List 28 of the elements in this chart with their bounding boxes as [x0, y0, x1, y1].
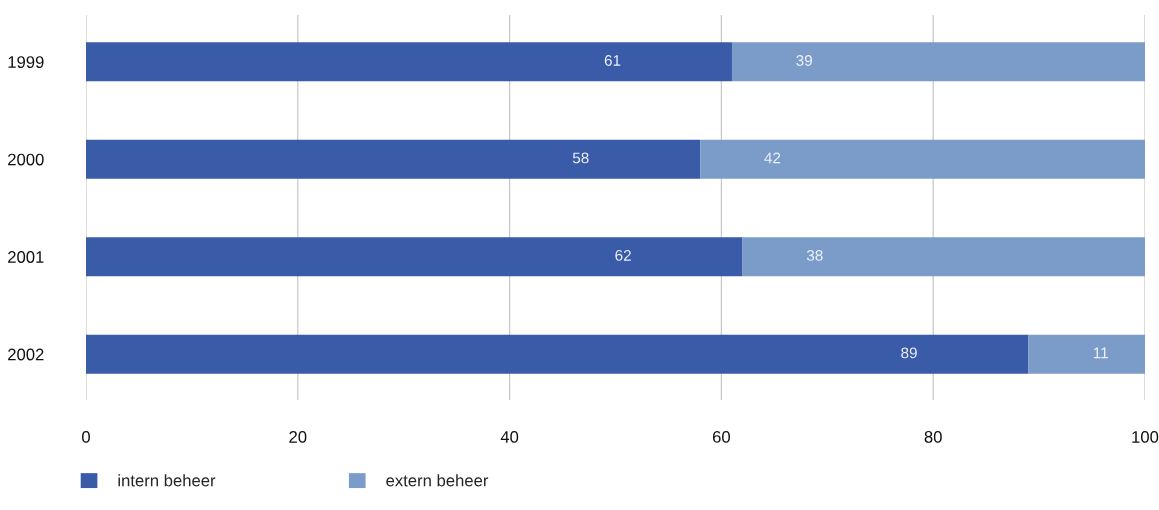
x-tick-label: 80 — [924, 430, 942, 443]
data-label: 58 — [572, 152, 589, 164]
legend-label: intern beheer — [118, 474, 216, 487]
data-label: 62 — [615, 250, 631, 261]
bar — [86, 237, 743, 277]
legend-label: extern beheer — [386, 474, 489, 487]
x-tick-label: 40 — [500, 430, 519, 443]
data-label: 42 — [764, 152, 781, 164]
bar — [731, 42, 1145, 82]
x-tick-label: 0 — [82, 430, 90, 443]
bar — [1028, 334, 1145, 374]
x-tick-label: 100 — [1132, 430, 1159, 443]
bar — [700, 139, 1145, 179]
bar — [742, 237, 1145, 277]
data-label: 89 — [901, 347, 917, 359]
x-tick-label: 20 — [289, 430, 307, 443]
y-tick-label: 2000 — [8, 153, 44, 166]
data-label: 11 — [1093, 347, 1108, 359]
bar — [86, 42, 732, 82]
y-tick-label: 2001 — [8, 251, 44, 263]
data-label: 39 — [796, 55, 812, 66]
data-label: 38 — [806, 250, 823, 261]
bar — [86, 139, 701, 179]
y-tick-label: 2002 — [8, 348, 44, 361]
bar — [86, 334, 1029, 374]
x-tick-label: 60 — [712, 430, 730, 443]
data-label: 61 — [604, 55, 621, 66]
y-tick-label: 1999 — [8, 56, 44, 68]
